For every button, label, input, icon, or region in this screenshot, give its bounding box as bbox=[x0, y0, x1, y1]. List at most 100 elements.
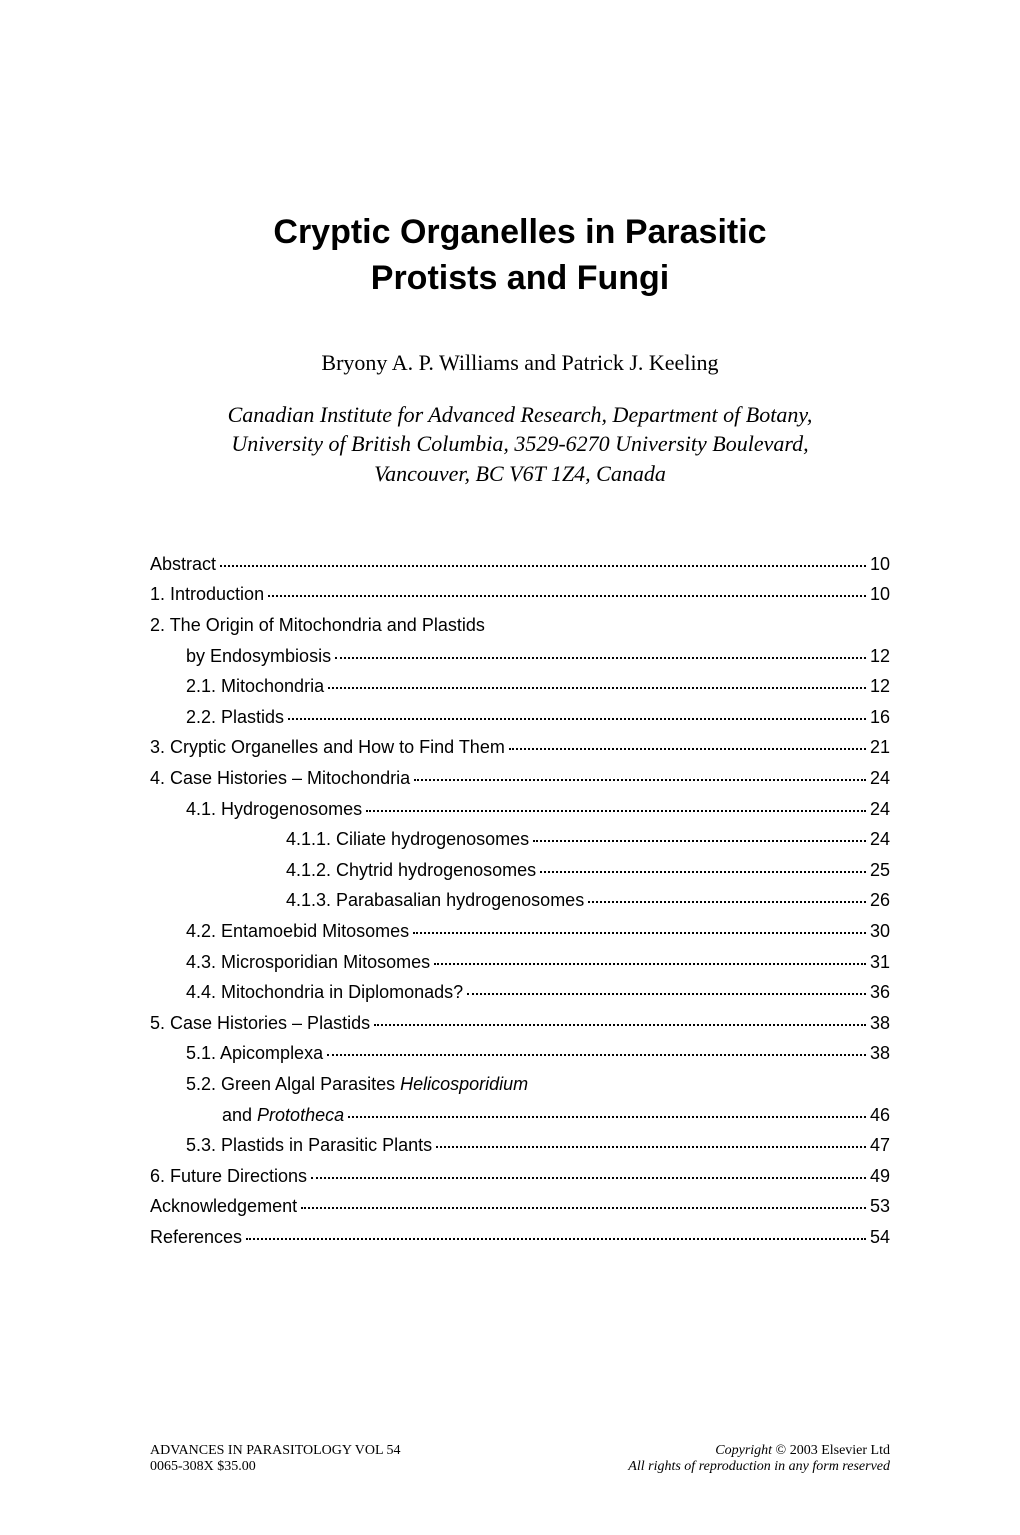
affiliation-line-1: Canadian Institute for Advanced Research… bbox=[228, 402, 813, 427]
title-line-2: Protists and Fungi bbox=[371, 259, 669, 297]
toc-leader bbox=[268, 595, 866, 597]
toc-label: 1. Introduction bbox=[150, 579, 264, 610]
toc-page-number: 21 bbox=[870, 732, 890, 763]
footer-left: ADVANCES IN PARASITOLOGY VOL 54 0065-308… bbox=[150, 1443, 400, 1475]
toc-label: 5.3. Plastids in Parasitic Plants bbox=[186, 1130, 432, 1161]
toc-entry: 4.3. Microsporidian Mitosomes 31 bbox=[150, 947, 890, 978]
toc-entry: 4.1.2. Chytrid hydrogenosomes25 bbox=[150, 855, 890, 886]
page-footer: ADVANCES IN PARASITOLOGY VOL 54 0065-308… bbox=[150, 1443, 890, 1475]
toc-label: 4.1. Hydrogenosomes bbox=[186, 794, 362, 825]
toc-page-number: 12 bbox=[870, 671, 890, 702]
toc-label: 4.3. Microsporidian Mitosomes bbox=[186, 947, 430, 978]
toc-label: 5.2. Green Algal Parasites Helicosporidi… bbox=[186, 1069, 528, 1100]
toc-entry: Abstract 10 bbox=[150, 549, 890, 580]
toc-entry: 4.1. Hydrogenosomes 24 bbox=[150, 794, 890, 825]
toc-label: 2. The Origin of Mitochondria and Plasti… bbox=[150, 610, 485, 641]
table-of-contents: Abstract 10 1. Introduction 10 2. The Origin… bbox=[150, 549, 890, 1253]
toc-entry: 4.2. Entamoebid Mitosomes 30 bbox=[150, 916, 890, 947]
page-container: Cryptic Organelles in Parasitic Protists… bbox=[0, 0, 1020, 1535]
toc-entry: 5.1. Apicomplexa 38 bbox=[150, 1038, 890, 1069]
toc-page-number: 46 bbox=[870, 1100, 890, 1131]
toc-leader bbox=[374, 1024, 866, 1026]
toc-page-number: 24 bbox=[870, 794, 890, 825]
toc-label: Abstract bbox=[150, 549, 216, 580]
toc-entry: Acknowledgement 53 bbox=[150, 1191, 890, 1222]
toc-leader bbox=[467, 993, 866, 995]
toc-label: 4.1.2. Chytrid hydrogenosomes bbox=[286, 855, 536, 886]
toc-entry: 6. Future Directions 49 bbox=[150, 1161, 890, 1192]
toc-label: 5. Case Histories – Plastids bbox=[150, 1008, 370, 1039]
affiliation-line-3: Vancouver, BC V6T 1Z4, Canada bbox=[374, 461, 666, 486]
toc-leader bbox=[509, 748, 866, 750]
toc-entry: 4.1.1. Ciliate hydrogenosomes24 bbox=[150, 824, 890, 855]
toc-entry: References 54 bbox=[150, 1222, 890, 1253]
toc-leader bbox=[335, 657, 866, 659]
toc-entry: by Endosymbiosis 12 bbox=[150, 641, 890, 672]
toc-page-number: 36 bbox=[870, 977, 890, 1008]
toc-page-number: 38 bbox=[870, 1038, 890, 1069]
toc-leader bbox=[414, 779, 866, 781]
toc-page-number: 30 bbox=[870, 916, 890, 947]
toc-entry: and Prototheca 46 bbox=[150, 1100, 890, 1131]
toc-leader bbox=[533, 840, 866, 842]
toc-label: 4.1.3. Parabasalian hydrogenosomes bbox=[286, 885, 584, 916]
toc-page-number: 16 bbox=[870, 702, 890, 733]
toc-page-number: 47 bbox=[870, 1130, 890, 1161]
toc-label: 4.2. Entamoebid Mitosomes bbox=[186, 916, 409, 947]
toc-page-number: 54 bbox=[870, 1222, 890, 1253]
toc-label: and Prototheca bbox=[222, 1100, 344, 1131]
toc-leader bbox=[288, 718, 866, 720]
article-title: Cryptic Organelles in Parasitic Protists… bbox=[150, 210, 890, 302]
footer-copyright: Copyright © 2003 Elsevier Ltd bbox=[715, 1443, 890, 1458]
toc-entry: 3. Cryptic Organelles and How to Find Th… bbox=[150, 732, 890, 763]
toc-label: 2.2. Plastids bbox=[186, 702, 284, 733]
authors: Bryony A. P. Williams and Patrick J. Kee… bbox=[150, 350, 890, 376]
toc-entry: 5.2. Green Algal Parasites Helicosporidi… bbox=[150, 1069, 890, 1100]
toc-entry: 4.1.3. Parabasalian hydrogenosomes 26 bbox=[150, 885, 890, 916]
toc-leader bbox=[413, 932, 866, 934]
toc-entry: 5.3. Plastids in Parasitic Plants 47 bbox=[150, 1130, 890, 1161]
toc-entry: 2. The Origin of Mitochondria and Plasti… bbox=[150, 610, 890, 641]
toc-leader bbox=[311, 1177, 866, 1179]
affiliation: Canadian Institute for Advanced Research… bbox=[150, 400, 890, 489]
toc-entry: 4. Case Histories – Mitochondria 24 bbox=[150, 763, 890, 794]
toc-leader bbox=[327, 1054, 866, 1056]
toc-leader bbox=[434, 963, 866, 965]
toc-entry: 4.4. Mitochondria in Diplomonads? 36 bbox=[150, 977, 890, 1008]
toc-label: 6. Future Directions bbox=[150, 1161, 307, 1192]
toc-label: 2.1. Mitochondria bbox=[186, 671, 324, 702]
footer-series: ADVANCES IN PARASITOLOGY VOL 54 bbox=[150, 1443, 400, 1458]
toc-label: by Endosymbiosis bbox=[186, 641, 331, 672]
toc-page-number: 49 bbox=[870, 1161, 890, 1192]
toc-leader bbox=[301, 1207, 866, 1209]
toc-page-number: 12 bbox=[870, 641, 890, 672]
toc-label: References bbox=[150, 1222, 242, 1253]
toc-page-number: 38 bbox=[870, 1008, 890, 1039]
footer-right: Copyright © 2003 Elsevier Ltd All rights… bbox=[628, 1443, 890, 1475]
toc-leader bbox=[246, 1238, 866, 1240]
toc-leader bbox=[220, 565, 866, 567]
footer-issn-price: 0065-308X $35.00 bbox=[150, 1459, 256, 1474]
footer-rights: All rights of reproduction in any form r… bbox=[628, 1459, 890, 1474]
toc-leader bbox=[348, 1116, 866, 1118]
toc-page-number: 53 bbox=[870, 1191, 890, 1222]
toc-leader bbox=[436, 1146, 866, 1148]
toc-leader bbox=[588, 901, 866, 903]
toc-entry: 2.1. Mitochondria 12 bbox=[150, 671, 890, 702]
toc-label: Acknowledgement bbox=[150, 1191, 297, 1222]
toc-label: 4.4. Mitochondria in Diplomonads? bbox=[186, 977, 463, 1008]
toc-leader bbox=[540, 871, 866, 873]
toc-leader bbox=[328, 687, 866, 689]
toc-label: 5.1. Apicomplexa bbox=[186, 1038, 323, 1069]
toc-page-number: 10 bbox=[870, 579, 890, 610]
toc-label: 4. Case Histories – Mitochondria bbox=[150, 763, 410, 794]
toc-page-number: 24 bbox=[870, 824, 890, 855]
toc-page-number: 31 bbox=[870, 947, 890, 978]
toc-page-number: 24 bbox=[870, 763, 890, 794]
toc-entry: 2.2. Plastids 16 bbox=[150, 702, 890, 733]
toc-page-number: 10 bbox=[870, 549, 890, 580]
affiliation-line-2: University of British Columbia, 3529-627… bbox=[231, 431, 808, 456]
title-line-1: Cryptic Organelles in Parasitic bbox=[273, 213, 766, 251]
toc-entry: 5. Case Histories – Plastids 38 bbox=[150, 1008, 890, 1039]
toc-page-number: 26 bbox=[870, 885, 890, 916]
